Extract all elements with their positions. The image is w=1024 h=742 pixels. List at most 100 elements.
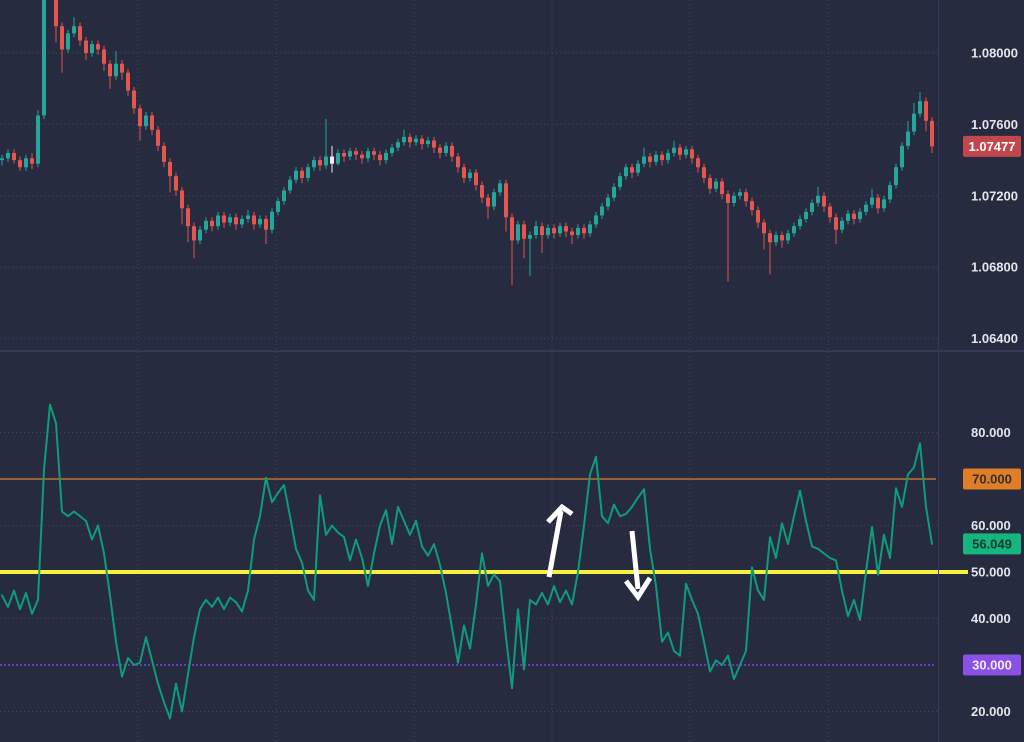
candle-body bbox=[0, 158, 4, 161]
candle-body bbox=[594, 215, 598, 225]
candlestick bbox=[540, 222, 544, 253]
candle-body bbox=[456, 156, 460, 168]
candle-body bbox=[360, 154, 364, 159]
candle-body bbox=[660, 154, 664, 161]
last-price-badge bbox=[963, 135, 1021, 157]
candle-body bbox=[666, 152, 670, 161]
candlestick bbox=[564, 222, 568, 237]
candle-body bbox=[876, 197, 880, 209]
candlestick bbox=[402, 129, 406, 146]
candle-body bbox=[378, 154, 382, 161]
candle-body bbox=[354, 151, 358, 155]
candle-body bbox=[186, 208, 190, 227]
candlestick bbox=[636, 160, 640, 177]
candlestick bbox=[486, 194, 490, 220]
candlestick bbox=[240, 215, 244, 228]
candlestick bbox=[558, 222, 562, 237]
candlestick bbox=[906, 120, 910, 150]
candle-body bbox=[270, 211, 274, 230]
candle-body bbox=[552, 227, 556, 234]
annotations bbox=[546, 503, 653, 602]
candlestick bbox=[600, 202, 604, 220]
candle-body bbox=[204, 220, 208, 230]
candlestick bbox=[294, 167, 298, 184]
up-arrow-shaft bbox=[546, 510, 564, 578]
candle-body bbox=[846, 213, 850, 221]
rsi-value-badge-label: 56.049 bbox=[972, 536, 1012, 551]
candlestick bbox=[96, 40, 100, 55]
candle-body bbox=[120, 63, 124, 73]
candle-body bbox=[474, 172, 478, 186]
candle-body bbox=[918, 101, 922, 114]
candlestick bbox=[744, 188, 748, 207]
candle-body bbox=[36, 115, 40, 164]
candlestick bbox=[474, 169, 478, 191]
candle-body bbox=[486, 197, 490, 207]
candle-body bbox=[12, 152, 16, 161]
candlestick bbox=[762, 219, 766, 250]
candle-body bbox=[546, 227, 550, 236]
candle-body bbox=[180, 190, 184, 209]
candlestick bbox=[774, 231, 778, 246]
candle-body bbox=[852, 213, 856, 220]
candlestick bbox=[258, 215, 262, 228]
candlestick bbox=[222, 211, 226, 228]
candlestick bbox=[108, 60, 112, 89]
candle-body bbox=[516, 224, 520, 241]
candlestick bbox=[726, 190, 730, 282]
candlestick bbox=[324, 119, 328, 170]
candle-body bbox=[798, 219, 802, 227]
rsi-pane bbox=[0, 403, 968, 720]
down-arrow-annotation[interactable] bbox=[624, 530, 653, 602]
candle-body bbox=[480, 185, 484, 198]
candlestick bbox=[756, 206, 760, 228]
candlestick bbox=[810, 199, 814, 216]
candle-body bbox=[210, 220, 214, 227]
up-arrow-annotation[interactable] bbox=[546, 503, 574, 578]
candlestick bbox=[210, 217, 214, 232]
candle-body bbox=[372, 151, 376, 155]
candle-body bbox=[126, 72, 130, 91]
candlestick bbox=[732, 192, 736, 207]
candle-body bbox=[420, 138, 424, 145]
rsi-value-badge bbox=[963, 533, 1021, 555]
candlestick bbox=[354, 147, 358, 161]
price-axis[interactable]: 1.08000 1.07600 1.07200 1.06800 1.06400 80.00… bbox=[963, 46, 1021, 720]
candlestick bbox=[708, 174, 712, 195]
candlestick bbox=[618, 172, 622, 191]
candle-body bbox=[264, 219, 268, 230]
candlestick bbox=[360, 151, 364, 164]
price-axis-label: 1.08000 bbox=[971, 46, 1018, 61]
price-axis-label: 1.07600 bbox=[971, 117, 1018, 132]
candlestick bbox=[516, 220, 520, 244]
candle-body bbox=[906, 131, 910, 146]
candlestick bbox=[264, 215, 268, 244]
candle-body bbox=[450, 145, 454, 157]
candle-body bbox=[294, 170, 298, 180]
candle-body bbox=[150, 115, 154, 130]
candle-body bbox=[702, 167, 706, 178]
candle-body bbox=[96, 44, 100, 50]
candlestick bbox=[30, 152, 34, 170]
candle-body bbox=[174, 176, 178, 191]
candle-body bbox=[414, 138, 418, 143]
candlestick bbox=[366, 147, 370, 162]
candle-body bbox=[588, 224, 592, 234]
candle-body bbox=[492, 192, 496, 207]
candlestick bbox=[714, 177, 718, 193]
candlestick bbox=[186, 204, 190, 243]
candle-body bbox=[336, 152, 340, 164]
candlestick bbox=[834, 213, 838, 244]
candlestick bbox=[390, 144, 394, 157]
candlestick bbox=[0, 154, 4, 166]
candle-body bbox=[108, 63, 112, 77]
candlestick bbox=[840, 217, 844, 234]
candle-body bbox=[84, 40, 88, 53]
candlestick bbox=[372, 147, 376, 161]
candlestick bbox=[594, 211, 598, 228]
candlestick bbox=[288, 176, 292, 195]
candle-body bbox=[216, 215, 220, 227]
